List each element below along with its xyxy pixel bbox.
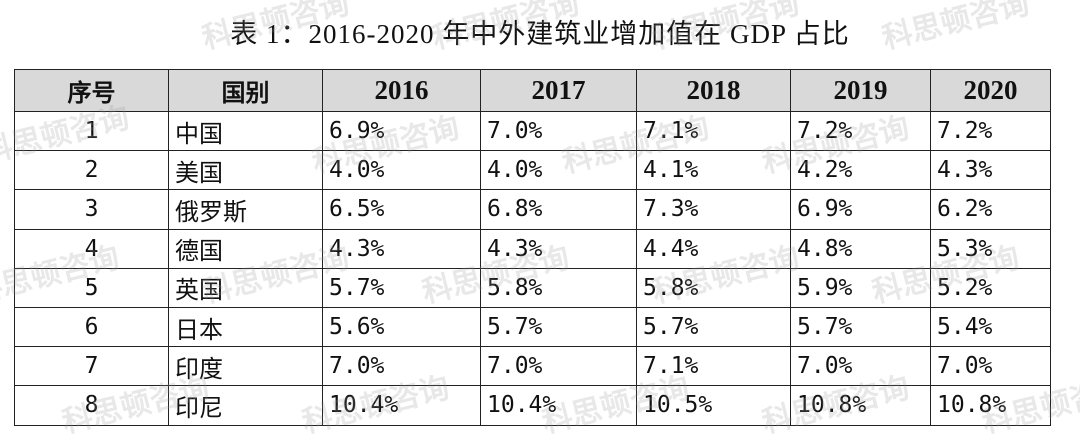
table-cell: 英国 (168, 267, 323, 308)
table-row: 4 德国 4.3% 4.3% 4.4% 4.8% 5.3% (14, 228, 1051, 269)
table-cell: 中国 (168, 110, 323, 152)
table-cell: 7.2% (930, 110, 1051, 152)
table-cell: 8 (14, 385, 169, 426)
table-row: 5 英国 5.7% 5.8% 5.8% 5.9% 5.2% (14, 267, 1051, 308)
table-row: 8 印尼 10.4% 10.4% 10.5% 10.8% 10.8% (14, 385, 1051, 426)
table-cell: 5 (14, 267, 169, 308)
table-cell: 7.0% (480, 110, 637, 152)
table-cell: 5.7% (480, 306, 637, 348)
table-cell: 6.9% (790, 189, 931, 230)
table-row: 6 日本 5.6% 5.7% 5.7% 5.7% 5.4% (14, 306, 1051, 348)
table-cell: 6.8% (480, 189, 637, 230)
table-cell: 4.3% (322, 228, 481, 269)
table-cell: 7.0% (322, 346, 481, 387)
table-cell: 印度 (168, 346, 323, 387)
table-row: 7 印度 7.0% 7.0% 7.1% 7.0% 7.0% (14, 346, 1051, 387)
table-cell: 日本 (168, 306, 323, 348)
header-cell: 2018 (636, 69, 791, 112)
data-table: 序号 国别 2016 2017 2018 2019 2020 1 中国 6.9% 7.0% 7.1%… (14, 69, 1051, 426)
table-cell: 俄罗斯 (168, 189, 323, 230)
table-cell: 7.2% (790, 110, 931, 152)
table-cell: 7.0% (790, 346, 931, 387)
table-cell: 5.9% (790, 267, 931, 308)
table-cell: 5.3% (930, 228, 1051, 269)
table-cell: 5.2% (930, 267, 1051, 308)
table-cell: 10.4% (480, 385, 637, 426)
table-cell: 7.1% (636, 346, 791, 387)
header-cell: 2020 (930, 69, 1051, 112)
header-cell: 2016 (322, 69, 481, 112)
table-cell: 5.4% (930, 306, 1051, 348)
table-cell: 5.7% (636, 306, 791, 348)
table-cell: 7.0% (480, 346, 637, 387)
table-cell: 7.1% (636, 110, 791, 152)
table-cell: 7.3% (636, 189, 791, 230)
table-row: 3 俄罗斯 6.5% 6.8% 7.3% 6.9% 6.2% (14, 189, 1051, 230)
header-row: 序号 国别 2016 2017 2018 2019 2020 (14, 69, 1051, 112)
table-title: 表 1：2016-2020 年中外建筑业增加值在 GDP 占比 (230, 19, 850, 49)
table-cell: 4.3% (930, 150, 1051, 191)
table-cell: 2 (14, 150, 169, 191)
table-row: 1 中国 6.9% 7.0% 7.1% 7.2% 7.2% (14, 110, 1051, 152)
table-cell: 1 (14, 110, 169, 152)
header-cell: 序号 (14, 69, 169, 112)
table-cell: 10.8% (930, 385, 1051, 426)
table-cell: 印尼 (168, 385, 323, 426)
table-cell: 6.9% (322, 110, 481, 152)
table-cell: 4.4% (636, 228, 791, 269)
table-cell: 5.8% (636, 267, 791, 308)
table-cell: 美国 (168, 150, 323, 191)
table-cell: 德国 (168, 228, 323, 269)
table-cell: 10.5% (636, 385, 791, 426)
header-cell: 2019 (790, 69, 931, 112)
table-cell: 3 (14, 189, 169, 230)
table-cell: 10.8% (790, 385, 931, 426)
table-cell: 4.8% (790, 228, 931, 269)
table-row: 2 美国 4.0% 4.0% 4.1% 4.2% 4.3% (14, 150, 1051, 191)
table-cell: 4.3% (480, 228, 637, 269)
table-cell: 4.0% (322, 150, 481, 191)
header-cell: 2017 (480, 69, 637, 112)
table-cell: 7 (14, 346, 169, 387)
table-cell: 4.0% (480, 150, 637, 191)
table-cell: 5.7% (790, 306, 931, 348)
header-cell: 国别 (168, 69, 323, 112)
table-cell: 6 (14, 306, 169, 348)
table-cell: 10.4% (322, 385, 481, 426)
table-cell: 6.2% (930, 189, 1051, 230)
table-cell: 4.1% (636, 150, 791, 191)
table-cell: 6.5% (322, 189, 481, 230)
table-cell: 5.6% (322, 306, 481, 348)
table-cell: 4.2% (790, 150, 931, 191)
table-cell: 5.8% (480, 267, 637, 308)
table-cell: 5.7% (322, 267, 481, 308)
table-body: 1 中国 6.9% 7.0% 7.1% 7.2% 7.2% 2 美国 4.0% 4.0% 4.1% 4.… (14, 110, 1051, 426)
table-cell: 7.0% (930, 346, 1051, 387)
table-cell: 4 (14, 228, 169, 269)
